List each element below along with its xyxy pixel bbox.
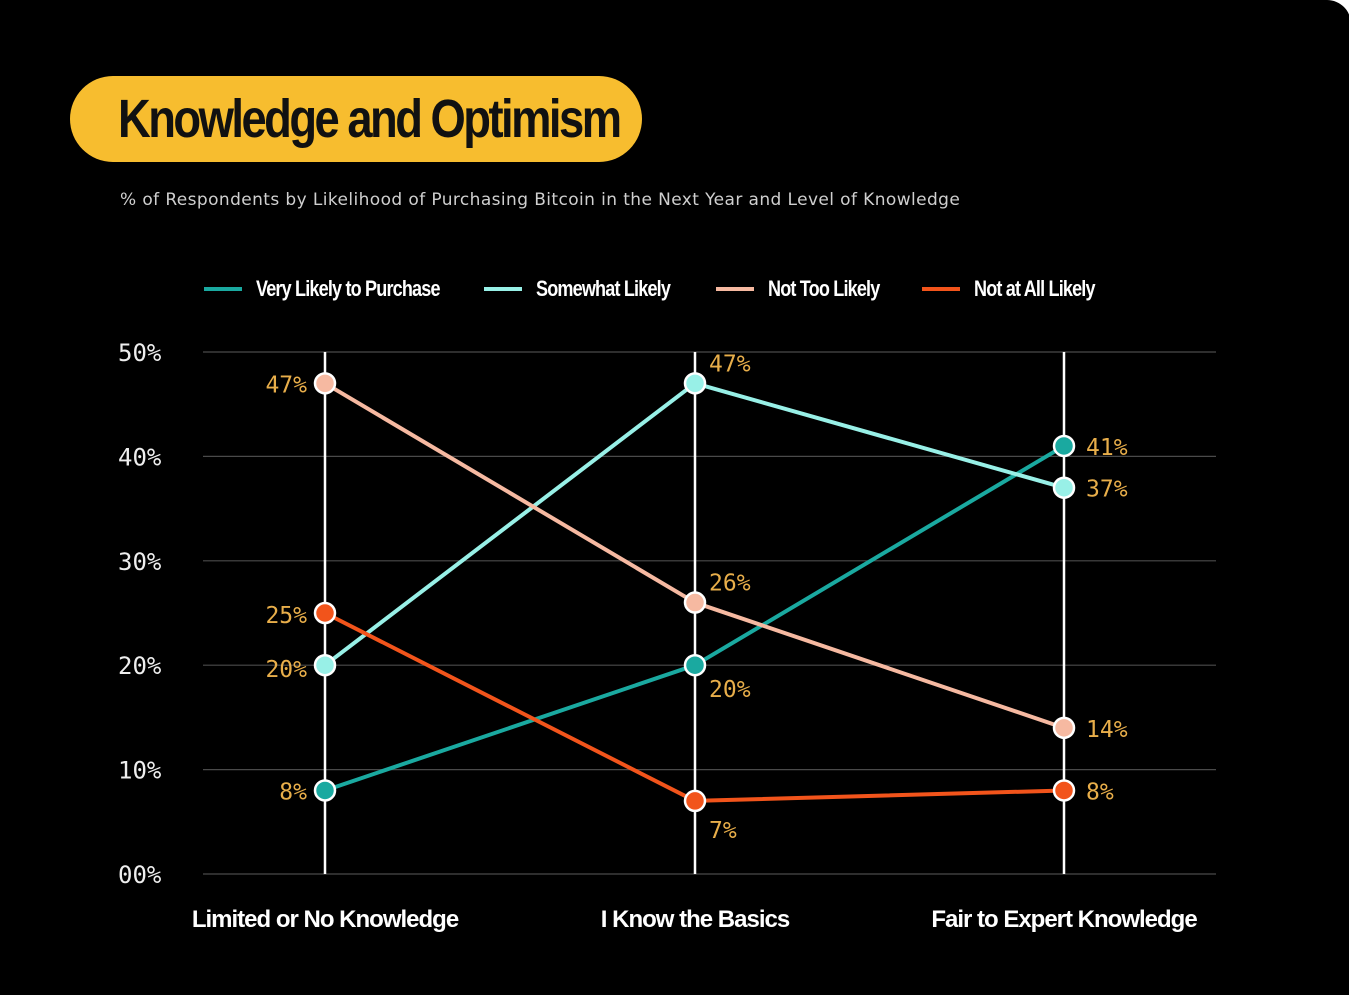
data-point bbox=[1052, 716, 1076, 740]
data-point bbox=[683, 653, 707, 677]
legend-item-not-at-all-likely: Not at All Likely bbox=[922, 274, 1121, 304]
legend-label-not-too-likely: Not Too Likely bbox=[768, 276, 880, 301]
legend-label-somewhat-likely: Somewhat Likely bbox=[536, 276, 671, 301]
data-point bbox=[683, 372, 707, 395]
title-pill: Knowledge and Optimism bbox=[70, 76, 642, 162]
y-tick-label: 10% bbox=[118, 757, 162, 785]
y-tick-label: 20% bbox=[118, 652, 162, 680]
legend-swatch-somewhat-likely bbox=[484, 287, 522, 291]
category-label: Fair to Expert Knowledge bbox=[931, 906, 1197, 933]
data-label: 14% bbox=[1086, 717, 1128, 743]
data-label: 20% bbox=[709, 677, 751, 703]
y-tick-label: 30% bbox=[118, 548, 162, 576]
data-label: 41% bbox=[1086, 435, 1128, 461]
data-point bbox=[683, 789, 707, 813]
data-point bbox=[683, 591, 707, 614]
data-label: 8% bbox=[279, 779, 307, 805]
data-point bbox=[313, 653, 337, 677]
data-label: 37% bbox=[1086, 477, 1128, 503]
data-point bbox=[313, 372, 337, 395]
legend-item-very-likely: Very Likely to Purchase bbox=[204, 274, 480, 304]
y-tick-label: 50% bbox=[118, 339, 162, 367]
legend-label-very-likely: Very Likely to Purchase bbox=[256, 276, 441, 301]
data-point bbox=[313, 601, 337, 625]
window-edge bbox=[1349, 0, 1359, 995]
data-label: 25% bbox=[265, 603, 307, 629]
chart-title: Knowledge and Optimism bbox=[118, 89, 622, 149]
data-label: 47% bbox=[709, 351, 751, 377]
category-label: Limited or No Knowledge bbox=[192, 906, 459, 933]
legend-item-somewhat-likely: Somewhat Likely bbox=[484, 274, 700, 304]
data-point bbox=[1052, 476, 1076, 499]
data-label: 26% bbox=[709, 571, 751, 597]
y-tick-label: 40% bbox=[118, 443, 162, 471]
legend-swatch-very-likely bbox=[204, 287, 242, 291]
data-label: 8% bbox=[1086, 779, 1114, 805]
chart-subtitle: % of Respondents by Likelihood of Purcha… bbox=[120, 190, 961, 210]
data-point bbox=[1052, 434, 1076, 458]
legend-swatch-not-too-likely bbox=[716, 287, 754, 291]
category-label: I Know the Basics bbox=[601, 906, 790, 933]
data-point bbox=[313, 779, 337, 802]
data-label: 7% bbox=[709, 818, 737, 844]
y-tick-label: 00% bbox=[118, 861, 162, 889]
legend-label-not-at-all-likely: Not at All Likely bbox=[974, 276, 1096, 301]
legend-swatch-not-at-all-likely bbox=[922, 287, 960, 291]
data-label: 47% bbox=[265, 372, 307, 398]
legend-item-not-too-likely: Not Too Likely bbox=[716, 274, 904, 304]
data-point bbox=[1052, 779, 1076, 802]
data-label: 20% bbox=[265, 657, 307, 683]
